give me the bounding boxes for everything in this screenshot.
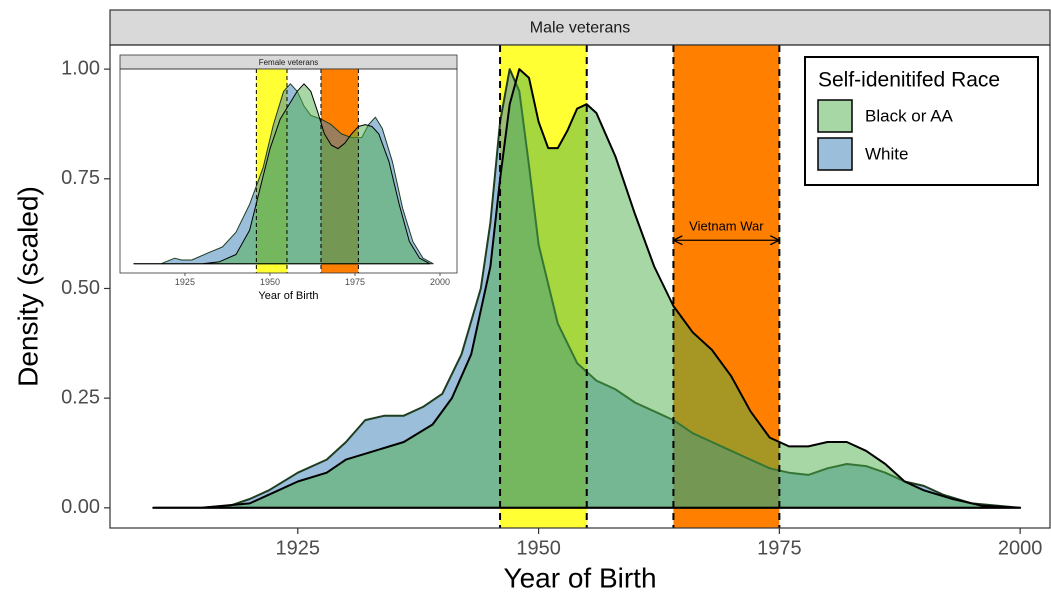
x-tick-label: 2000: [430, 277, 450, 287]
y-tick-label: 0.25: [61, 386, 100, 408]
x-axis-label: Year of Birth: [503, 562, 656, 593]
y-tick-label: 0.50: [61, 277, 100, 299]
legend-label: Black or AA: [865, 106, 954, 125]
y-axis-label: Density (scaled): [12, 186, 43, 387]
facet-title: Female veterans: [259, 58, 319, 67]
annotation-text: Vietnam War: [689, 219, 764, 234]
y-tick-label: 0.75: [61, 167, 100, 189]
legend-key: [817, 137, 853, 171]
x-tick-label: 1975: [757, 537, 802, 559]
facet-title: Male veterans: [530, 20, 631, 37]
panel-border: [109, 44, 1051, 529]
x-tick-label: 1950: [516, 537, 561, 559]
x-tick-label: 1950: [260, 277, 280, 287]
legend-key: [817, 99, 853, 133]
x-tick-label: 1975: [345, 277, 365, 287]
panel-border: [119, 68, 458, 274]
x-tick-label: 2000: [998, 537, 1043, 559]
legend-label: White: [865, 144, 908, 163]
facet-strip: [109, 9, 1051, 46]
y-tick-label: 0.00: [61, 496, 100, 518]
density-area: [133, 83, 431, 265]
x-tick-label: 1925: [175, 277, 195, 287]
x-axis-label: Year of Birth: [258, 290, 318, 302]
y-tick-label: 1.00: [61, 57, 100, 79]
legend-title: Self-idenitifed Race: [818, 69, 1000, 92]
x-tick-label: 1925: [276, 537, 321, 559]
